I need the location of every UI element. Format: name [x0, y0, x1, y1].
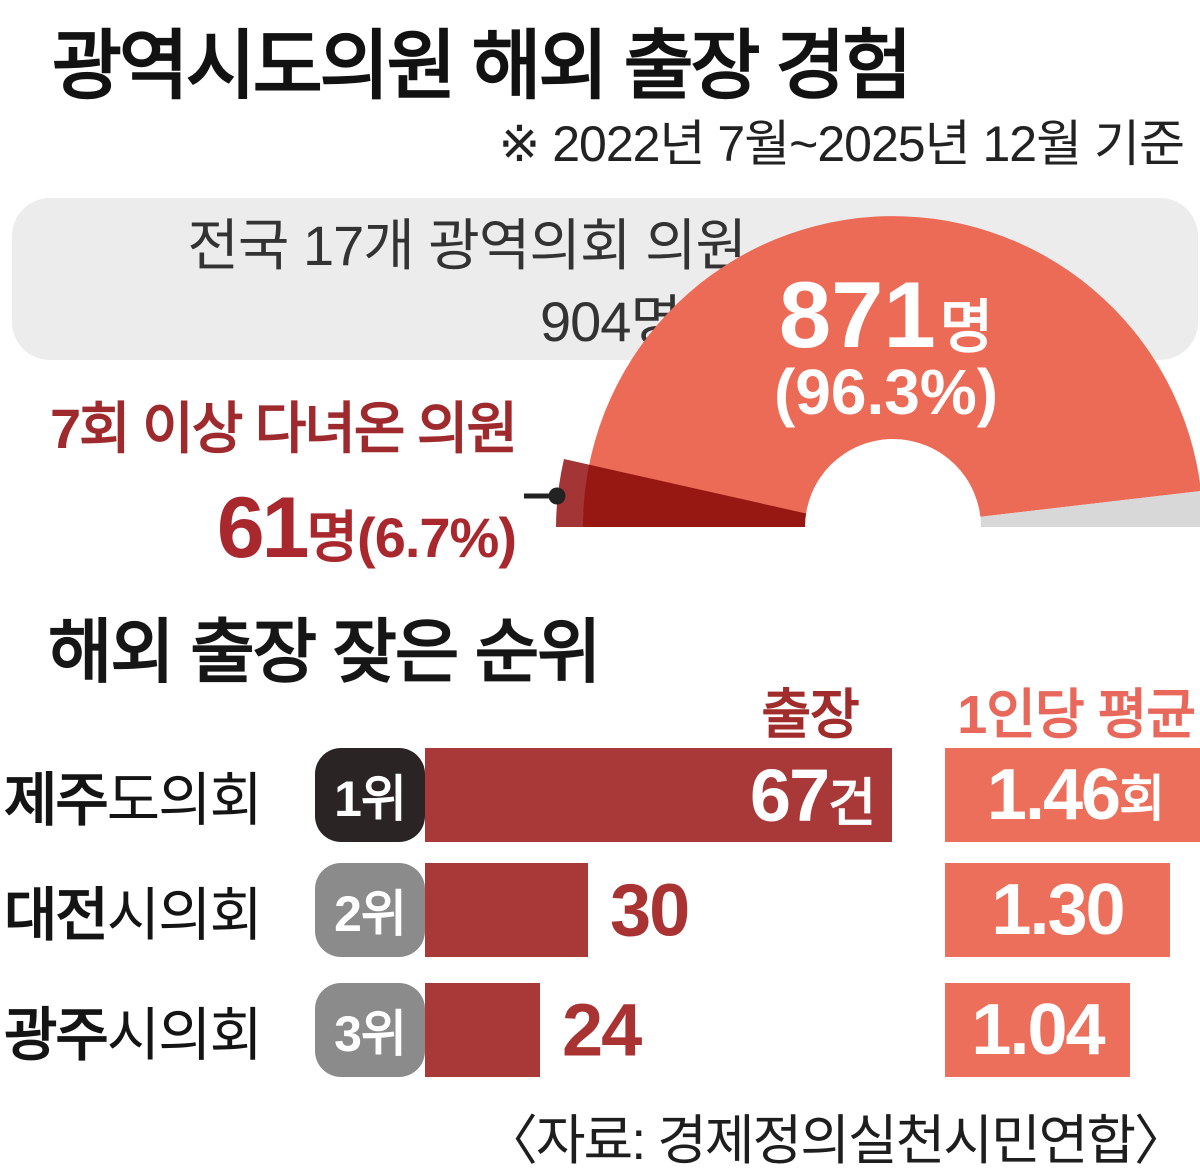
council-name-rest: 시의회 — [106, 1003, 263, 1068]
seven-plus-value: 61 — [216, 480, 310, 576]
average-value: 1.04 — [971, 990, 1105, 1070]
average-box: 1.30 — [945, 863, 1170, 957]
seven-plus-title: 7회 이상 다녀온 의원 — [50, 397, 518, 460]
data-source: 〈자료: 경제정의실천시민연합〉 — [483, 1111, 1188, 1171]
seven-plus-unit: 명( — [306, 506, 376, 569]
trips-value: 67건 — [749, 753, 876, 838]
gauge-value: 871 — [779, 262, 936, 367]
trips-bar: 67건 — [425, 748, 892, 842]
council-name-bold: 제주 — [4, 768, 109, 833]
council-name-bold: 광주 — [4, 1003, 109, 1068]
seven-plus-pct-close: %) — [449, 506, 517, 569]
page-title: 광역시도의원 해외 출장 경험 — [52, 24, 912, 109]
gauge-donut-hole — [805, 439, 981, 615]
gauge-slice-experienced — [582, 216, 1200, 527]
seven-plus-value-line: 61명(6.7%) — [0, 479, 517, 578]
trips-value-number: 67 — [749, 753, 830, 837]
average-box: 1.04 — [945, 983, 1130, 1077]
rank-badge-1: 1위 — [315, 748, 425, 842]
seven-plus-callout: 7회 이상 다녀온 의원 61명(6.7%) — [0, 384, 518, 578]
trips-value: 24 — [562, 988, 642, 1072]
gauge-value-label: 871명 — [779, 262, 993, 367]
rank-badge-3: 3위 — [315, 983, 425, 1077]
trips-bar — [425, 983, 540, 1077]
seven-plus-pct: 6.7 — [374, 506, 451, 569]
average-unit: 회 — [1119, 771, 1165, 827]
average-box: 1.46 회 — [945, 748, 1200, 842]
council-name: 광주시의회 — [4, 988, 263, 1072]
total-members-line1: 전국 17개 광역의회 의원 — [187, 214, 747, 277]
trips-bar — [425, 863, 588, 957]
council-name-rest: 시의회 — [106, 883, 263, 948]
column-header-trips: 출장 — [761, 685, 859, 745]
ranking-row-jeju: 제주도의회 1위 67건 1.46 회 — [0, 748, 1200, 842]
column-header-average: 1인당 평균 — [957, 685, 1196, 745]
callout-connector-dot — [548, 487, 566, 505]
ranking-row-gwangju: 광주시의회 3위 24 1.04 — [0, 983, 1200, 1077]
council-name-bold: 대전 — [4, 883, 109, 948]
council-name: 제주도의회 — [4, 753, 263, 837]
council-name: 대전시의회 — [4, 868, 263, 952]
average-value: 1.30 — [991, 870, 1125, 950]
gauge-value-unit: 명 — [940, 295, 993, 360]
ranking-row-daejeon: 대전시의회 2위 30 1.30 — [0, 863, 1200, 957]
reference-period-note: ※ 2022년 7월~2025년 12월 기준 — [498, 116, 1185, 172]
council-name-rest: 도의회 — [106, 768, 263, 833]
trips-value-unit: 건 — [828, 774, 876, 833]
trips-value: 30 — [610, 868, 690, 952]
average-value: 1.46 — [986, 755, 1121, 835]
ranking-section-title: 해외 출장 잦은 순위 — [48, 613, 602, 691]
gauge-percent-label: (96.3%) — [774, 356, 998, 428]
half-donut-gauge: 871명 (96.3%) — [524, 216, 1200, 615]
rank-badge-2: 2위 — [315, 863, 425, 957]
gauge-slice-seven-plus-exploded — [556, 459, 866, 527]
